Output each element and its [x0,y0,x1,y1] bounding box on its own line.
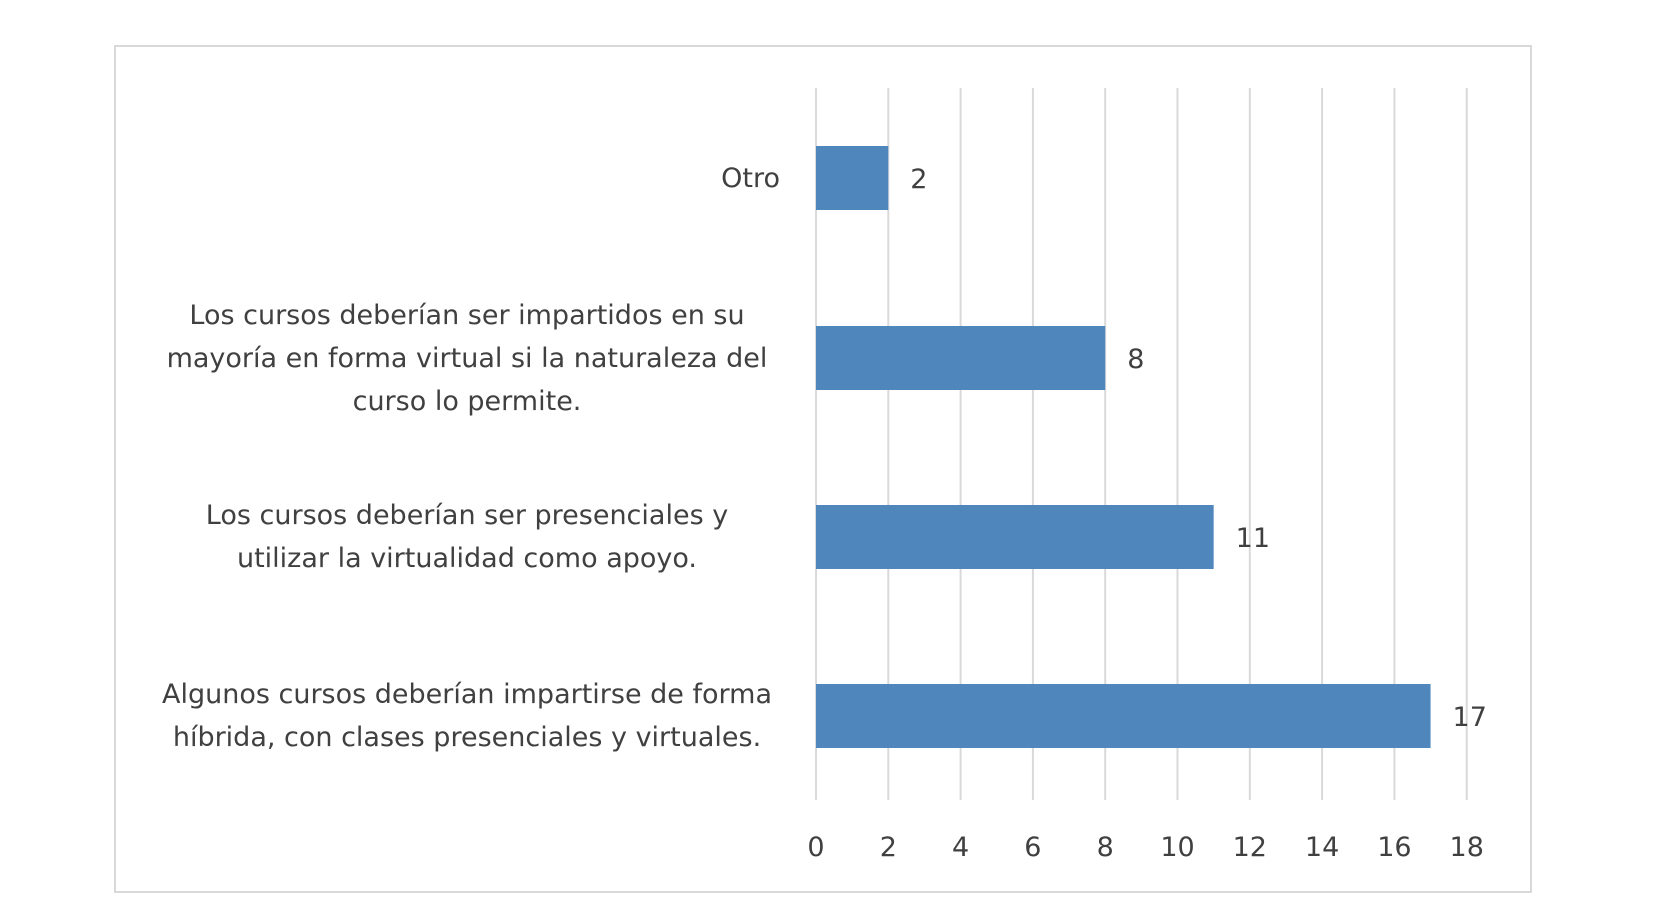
x-tick-label: 12 [1233,832,1267,863]
bar [816,326,1106,390]
x-axis-ticks: 0 2 4 6 8 10 12 14 16 18 [807,832,1483,863]
bars [816,146,1431,748]
x-tick-label: 18 [1450,832,1484,863]
data-label: 11 [1236,523,1270,554]
data-label: 2 [910,164,927,195]
x-tick-label: 14 [1305,832,1339,863]
x-tick-label: 16 [1377,832,1411,863]
category-label: Los cursos deberían ser presenciales y u… [205,500,729,574]
x-tick-label: 4 [952,832,969,863]
x-tick-label: 6 [1024,832,1041,863]
category-label: Otro [721,162,780,194]
x-tick-label: 0 [807,832,824,863]
data-labels: 2 8 11 17 [910,164,1487,733]
category-label: Algunos cursos deberían impartirse de fo… [161,679,772,753]
bar [816,146,889,210]
bar [816,505,1214,569]
x-tick-label: 8 [1097,832,1114,863]
data-label: 17 [1453,702,1487,733]
bar [816,684,1431,748]
x-tick-label: 2 [880,832,897,863]
x-tick-label: 10 [1160,832,1194,863]
data-label: 8 [1127,344,1144,375]
category-label: Los cursos deberían ser impartidos en su… [166,299,768,417]
